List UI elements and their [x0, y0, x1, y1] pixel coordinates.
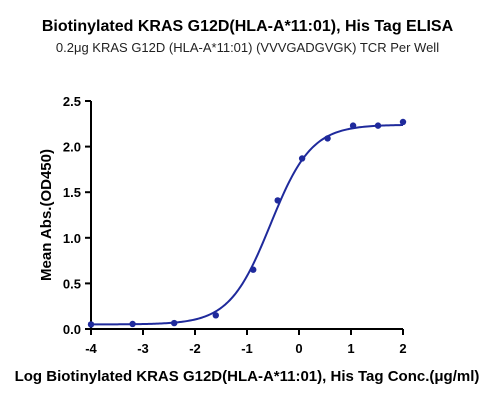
y-tick-label: 0.0	[63, 322, 81, 337]
x-tick-label: -1	[241, 341, 253, 356]
x-tick-label: 1	[347, 341, 354, 356]
data-point	[374, 122, 382, 129]
data-point	[298, 155, 306, 162]
x-axis-label: Log Biotinylated KRAS G12D(HLA-A*11:01),…	[15, 368, 480, 385]
data-point	[129, 320, 136, 328]
data-point	[171, 319, 178, 327]
data-point	[250, 266, 257, 273]
fit-curve	[91, 124, 404, 326]
data-point	[349, 122, 357, 129]
data-point	[274, 197, 281, 204]
chart-subtitle: 0.2μg KRAS G12D (HLA-A*11:01) (VVVGADGVG…	[56, 40, 439, 55]
x-tick-label: -4	[85, 341, 97, 356]
x-tick-label: -3	[137, 341, 149, 356]
y-tick-label: 1.0	[63, 231, 81, 246]
data-point	[212, 312, 219, 319]
data-point	[324, 135, 331, 142]
data-points	[87, 118, 407, 328]
fit-curve-group	[91, 124, 404, 326]
data-point	[399, 118, 407, 126]
x-tick-label: 0	[295, 341, 302, 356]
chart-title: Biotinylated KRAS G12D(HLA-A*11:01), His…	[42, 18, 454, 35]
y-tick-label: 2.5	[63, 94, 81, 109]
y-tick-label: 1.5	[63, 185, 81, 200]
y-axis-label: Mean Abs.(OD450)	[38, 149, 55, 281]
y-tick-label: 2.0	[63, 140, 81, 155]
y-tick-label: 0.5	[63, 276, 81, 291]
x-tick-label: -2	[189, 341, 201, 356]
axes: -4 -3 -2 -1 0 1 2 0.0 0.5 1.0 1.5 2.0 2.5	[63, 94, 407, 356]
data-point	[87, 321, 95, 328]
x-tick-label: 2	[399, 341, 406, 356]
